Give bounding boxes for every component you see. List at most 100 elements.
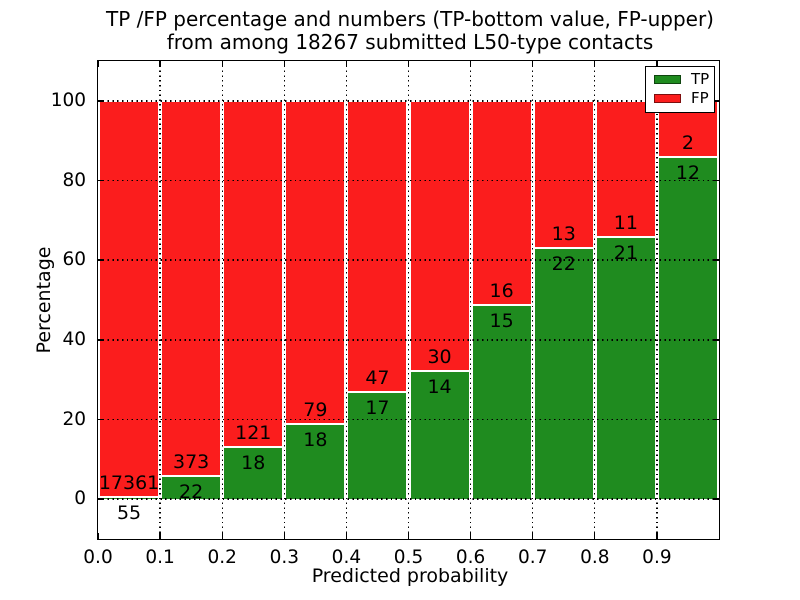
x-tick-label: 0.4 — [331, 547, 362, 568]
x-axis-label: Predicted probability — [311, 565, 509, 587]
bar-label-tp: 18 — [303, 429, 328, 452]
y-tick-label: 0 — [74, 488, 86, 510]
bar-label-tp: 12 — [675, 161, 701, 184]
x-tick-label: 0.6 — [455, 547, 486, 568]
x-tick-label: 0.2 — [207, 547, 237, 568]
bar-segment-fp — [286, 100, 345, 426]
x-tick-top — [345, 61, 348, 67]
x-tick-label: 0.0 — [83, 547, 113, 568]
x-tick-label: 0.9 — [642, 547, 672, 568]
bar-label-tp: 14 — [427, 376, 452, 399]
bar-segment-fp — [162, 100, 221, 477]
bar-segment-tp — [658, 157, 717, 500]
y-tick-label: 20 — [62, 408, 86, 430]
bar-segment-tp — [348, 393, 407, 500]
legend-label: TP — [691, 70, 710, 88]
x-tick-bottom — [594, 533, 596, 539]
x-tick-top — [469, 61, 472, 67]
bar-label-tp: 22 — [551, 252, 576, 275]
bar-label-tp: 15 — [489, 310, 514, 333]
y-tick-label: 40 — [62, 328, 86, 350]
bar-label-fp: 16 — [489, 280, 514, 303]
y-tick-left — [98, 418, 104, 421]
x-tick-top — [594, 61, 596, 67]
bar-segment-tp — [596, 237, 655, 500]
bar-segment-fp — [596, 100, 655, 238]
bar-segment-fp — [410, 100, 469, 373]
gridline-vertical — [594, 61, 596, 539]
plot-area: TP FP 17361 55 373 22 121 18 79 18 47 17 30 14 16 15 13… — [51, 60, 720, 568]
bar-segment-fp — [100, 100, 159, 498]
gridline-vertical — [407, 61, 410, 539]
bar-label-fp: 121 — [235, 421, 272, 444]
bar-segment-fp — [534, 100, 593, 249]
legend: TP FP — [645, 66, 715, 113]
x-tick-label: 0.5 — [393, 547, 424, 568]
bar-label-fp: 47 — [365, 367, 390, 390]
x-tick-label: 0.1 — [145, 547, 175, 568]
y-tick-label: 80 — [62, 169, 86, 191]
gridline-vertical — [469, 61, 472, 539]
y-tick-left — [98, 339, 104, 341]
legend-item-fp: FP — [646, 89, 714, 108]
bar-segment-tp — [286, 425, 345, 500]
x-tick-label: 0.8 — [580, 547, 610, 568]
y-tick-right — [713, 339, 719, 341]
legend-item-tp: TP — [646, 70, 714, 89]
chart-title-line2: from among 18267 submitted L50-type cont… — [166, 30, 654, 54]
bar-segment-fp — [472, 100, 531, 307]
x-tick-top — [656, 61, 658, 67]
y-tick-label: 100 — [50, 89, 86, 111]
gridline-vertical — [159, 61, 161, 539]
y-tick-right — [713, 100, 719, 102]
x-tick-bottom — [159, 533, 161, 539]
gridline-vertical — [283, 61, 285, 539]
x-tick-top — [407, 61, 410, 67]
bar-label-fp: 13 — [551, 222, 576, 245]
x-tick-top — [221, 61, 223, 67]
y-tick-left — [98, 259, 104, 261]
x-tick-bottom — [345, 533, 348, 539]
y-tick-label: 60 — [62, 249, 86, 271]
bar-label-tp: 17 — [365, 397, 390, 420]
bar-label-fp: 11 — [613, 211, 638, 234]
y-tick-right — [713, 418, 719, 421]
y-tick-right — [713, 259, 719, 261]
gridline-vertical — [345, 61, 348, 539]
y-tick-left — [98, 100, 104, 102]
x-tick-top — [283, 61, 285, 67]
legend-swatch-fp — [654, 94, 681, 103]
bar-label-tp: 21 — [613, 241, 638, 264]
x-tick-label: 0.3 — [269, 547, 300, 568]
bar-segment-fp — [348, 100, 407, 394]
gridline-vertical — [221, 61, 223, 539]
chart-title: TP /FP percentage and numbers (TP-bottom… — [98, 8, 722, 54]
y-tick-left — [98, 179, 104, 182]
bar-label-fp: 79 — [303, 399, 328, 422]
chart-title-line1: TP /FP percentage and numbers (TP-bottom… — [106, 7, 714, 31]
bar-label-fp: 373 — [173, 450, 210, 473]
gridline-vertical — [532, 61, 534, 539]
legend-label: FP — [691, 89, 709, 107]
bar-label-tp: 18 — [241, 451, 266, 474]
x-tick-bottom — [97, 533, 99, 539]
bar-label-fp: 30 — [427, 346, 452, 369]
y-tick-left — [98, 498, 104, 500]
x-tick-bottom — [283, 533, 285, 539]
bar-segment-tp — [410, 372, 469, 500]
bar-segment-tp — [472, 306, 531, 500]
bar-segment-tp — [162, 476, 221, 500]
bar-label-fp: 2 — [681, 131, 694, 154]
x-tick-top — [97, 61, 99, 67]
bar-segment-tp — [224, 447, 283, 500]
bar-segment-tp — [534, 248, 593, 500]
y-tick-right — [713, 498, 719, 500]
x-tick-bottom — [469, 533, 472, 539]
x-tick-bottom — [407, 533, 410, 539]
gridline-vertical — [656, 61, 658, 539]
bar-label-tp: 22 — [179, 480, 204, 503]
x-tick-bottom — [656, 533, 658, 539]
legend-swatch-tp — [654, 75, 681, 84]
bar-label-tp: 55 — [116, 501, 142, 524]
